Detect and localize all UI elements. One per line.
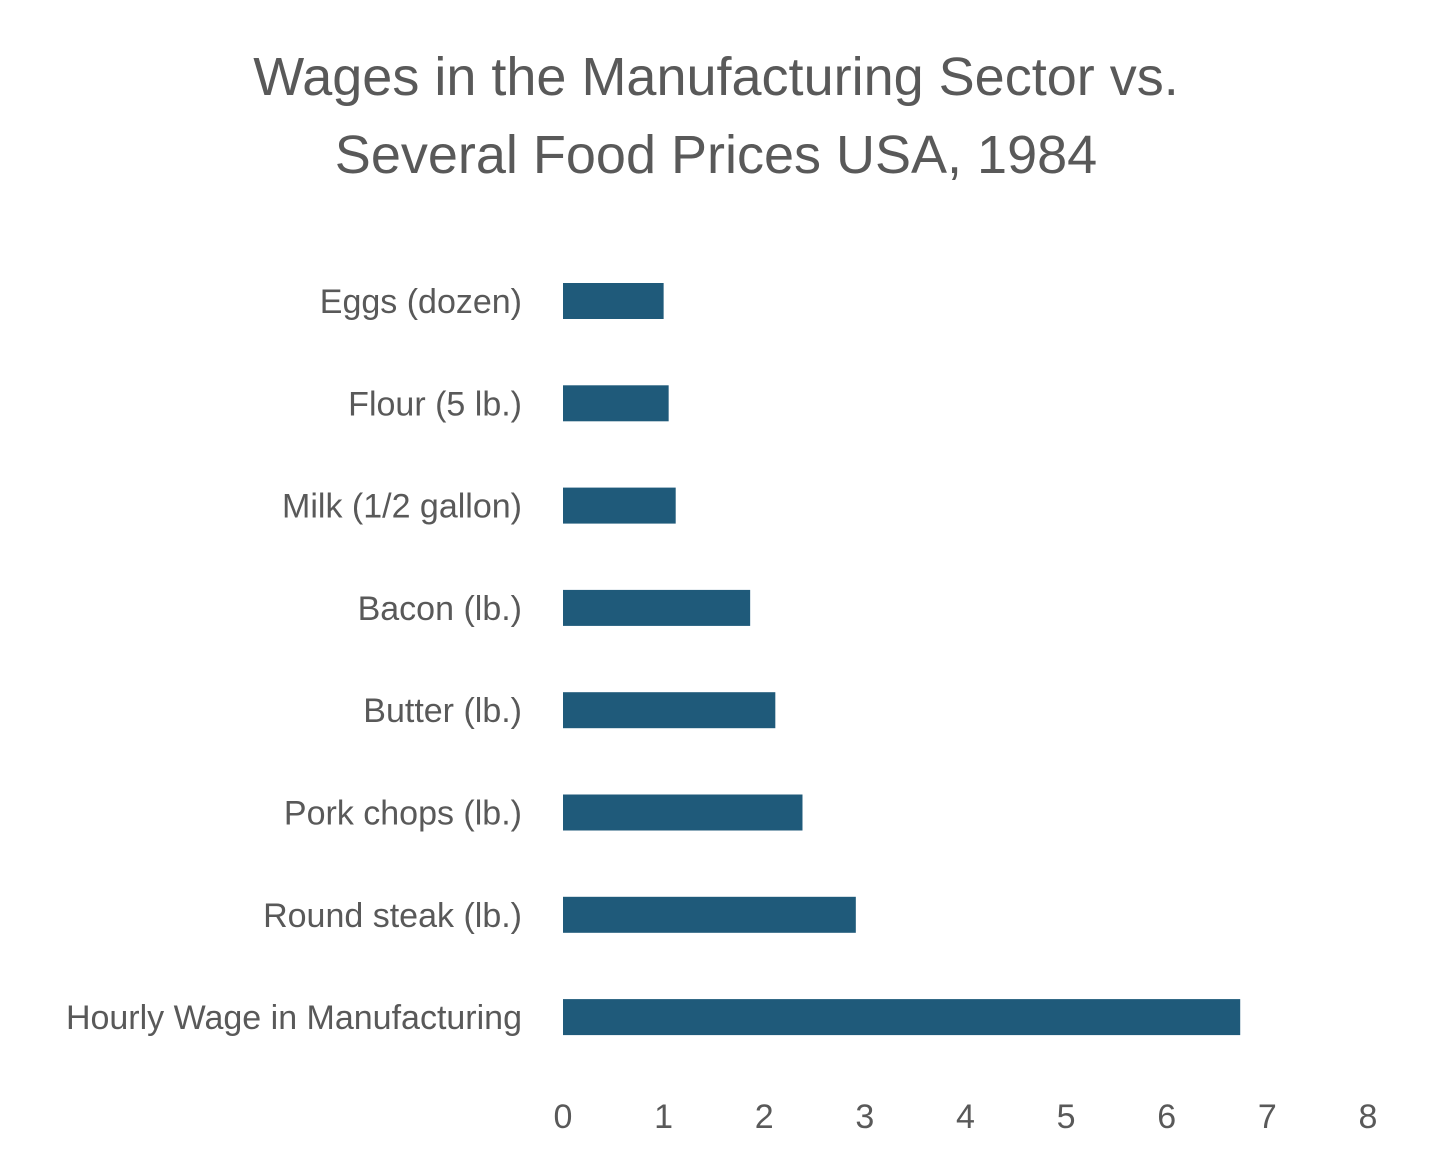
bar-7 xyxy=(563,999,1241,1036)
x-tick-label-3: 3 xyxy=(855,1098,874,1136)
bar-3 xyxy=(563,589,751,626)
x-axis-ticks: 0 1 2 3 4 5 6 7 8 xyxy=(554,1098,1378,1136)
category-label-0: Eggs (dozen) xyxy=(320,283,522,321)
category-label-5: Pork chops (lb.) xyxy=(284,795,522,833)
x-tick-label-0: 0 xyxy=(554,1098,573,1136)
bar-0 xyxy=(563,283,664,319)
x-tick-label-1: 1 xyxy=(654,1098,673,1136)
x-tick-label-2: 2 xyxy=(755,1098,774,1136)
category-label-6: Round steak (lb.) xyxy=(263,897,522,935)
x-tick-label-7: 7 xyxy=(1258,1098,1277,1136)
chart-title-line-1: Wages in the Manufacturing Sector vs. xyxy=(253,47,1179,107)
x-tick-label-8: 8 xyxy=(1359,1098,1378,1136)
bar-1 xyxy=(563,385,669,422)
x-tick-label-6: 6 xyxy=(1157,1098,1176,1136)
category-labels: Eggs (dozen) Flour (5 lb.) Milk (1/2 gallo… xyxy=(66,283,522,1037)
category-label-4: Butter (lb.) xyxy=(363,692,522,730)
bars-layer xyxy=(563,283,1241,1036)
bar-5 xyxy=(563,794,803,831)
bar-6 xyxy=(563,896,856,933)
chart-title: Wages in the Manufacturing Sector vs. Se… xyxy=(0,38,1432,194)
bar-2 xyxy=(563,487,676,524)
chart-title-line-2: Several Food Prices USA, 1984 xyxy=(334,125,1098,185)
bar-4 xyxy=(563,692,776,729)
x-tick-label-5: 5 xyxy=(1057,1098,1076,1136)
x-tick-label-4: 4 xyxy=(956,1098,975,1136)
category-label-7: Hourly Wage in Manufacturing xyxy=(66,999,522,1037)
category-label-1: Flour (5 lb.) xyxy=(348,385,522,423)
category-label-3: Bacon (lb.) xyxy=(358,590,522,628)
category-label-2: Milk (1/2 gallon) xyxy=(282,488,522,526)
